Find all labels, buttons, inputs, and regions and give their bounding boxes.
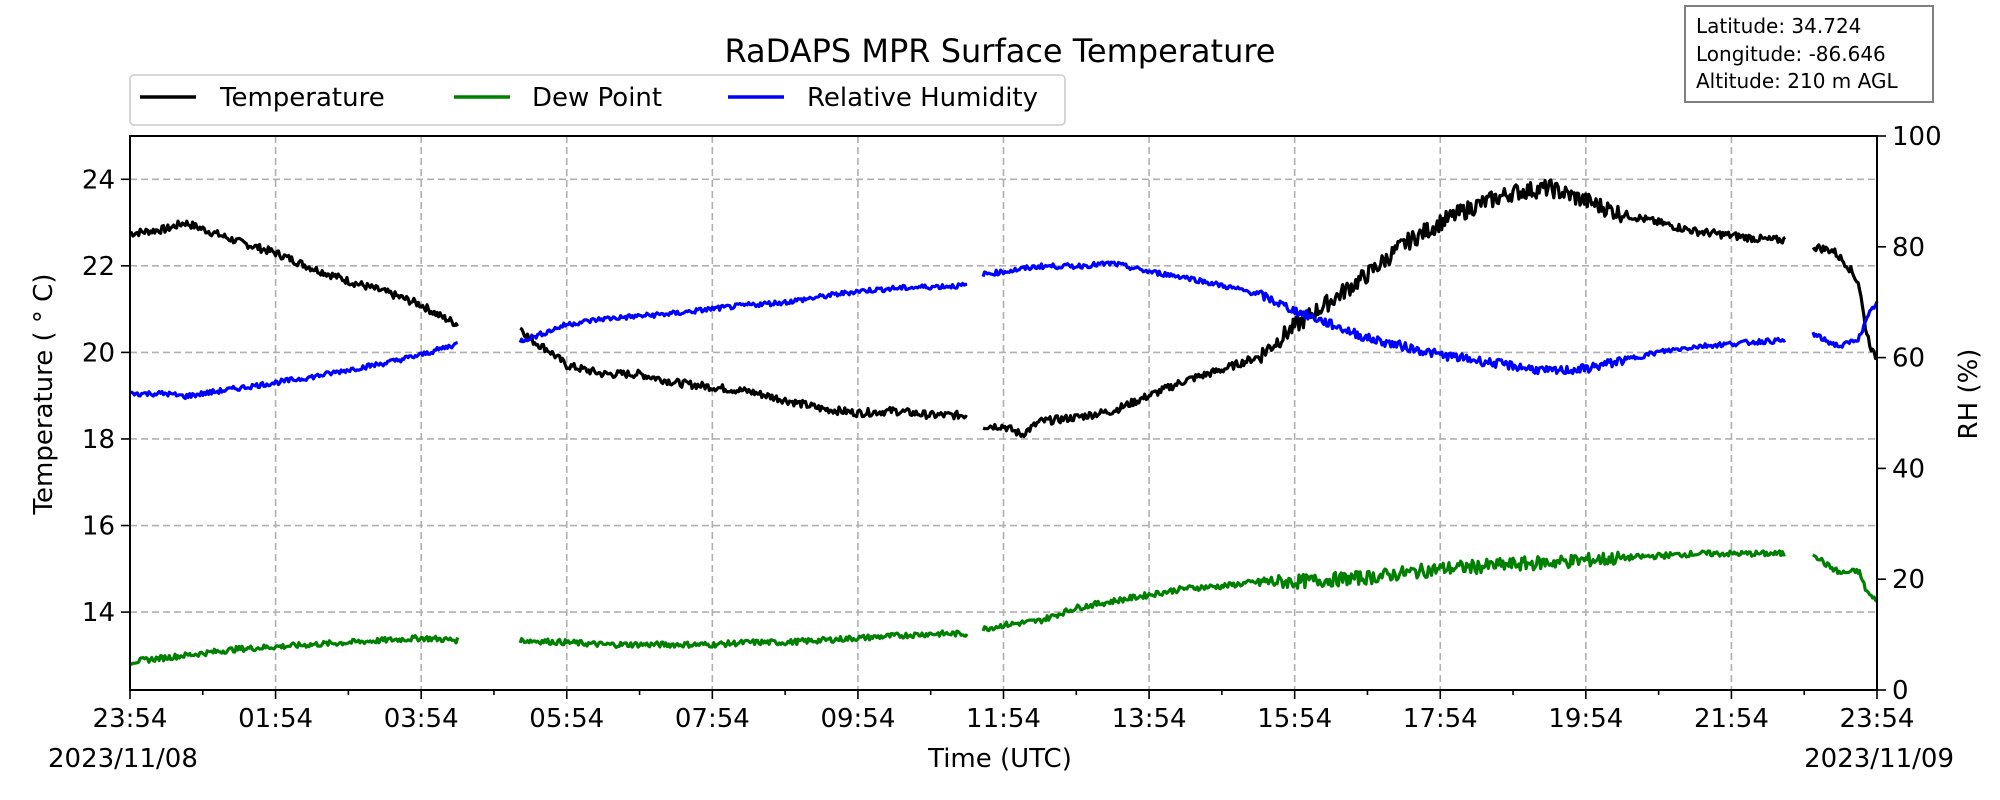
x-tick-label: 13:54 [1112,704,1187,734]
legend: Temperature Dew Point Relative Humidity [129,74,1066,126]
legend-box [129,74,1066,126]
x-tick-label: 09:54 [820,704,895,734]
x-date-end: 2023/11/09 [1804,744,1954,774]
x-tick-label: 19:54 [1548,704,1623,734]
y-left-tick-label: 20 [82,338,115,368]
y-axis-left-label: Temperature ( ° C) [29,274,59,516]
x-tick-label: 07:54 [675,704,750,734]
x-tick-label: 23:54 [93,704,168,734]
x-axis-label: Time (UTC) [927,744,1072,774]
x-date-start: 2023/11/08 [48,744,198,774]
y-right-tick-label: 100 [1892,122,1942,152]
y-left-tick-label: 14 [82,598,115,628]
location-info-box: Latitude: 34.724 Longitude: -86.646 Alti… [1684,5,1934,103]
series-layer [129,178,1879,666]
y-left-tick-label: 22 [82,252,115,282]
x-tick-label: 03:54 [384,704,459,734]
x-tick-label: 01:54 [238,704,313,734]
y-right-tick-label: 80 [1892,233,1925,263]
x-tick-label: 05:54 [529,704,604,734]
y-left-tick-label: 24 [82,165,115,195]
series-line-temperature [129,178,1879,439]
legend-label-dew-point: Dew Point [532,83,662,113]
x-tick-label: 15:54 [1257,704,1332,734]
y-right-tick-label: 20 [1892,565,1925,595]
legend-label-temperature: Temperature [219,83,385,113]
series-line-relative-humidity [129,260,1879,400]
info-box-frame [1684,5,1934,103]
y-axis-right-label: RH (%) [1954,349,1984,440]
chart-title: RaDAPS MPR Surface Temperature [725,32,1276,70]
y-right-tick-label: 40 [1892,454,1925,484]
grid-layer [130,136,1877,690]
x-tick-label: 11:54 [966,704,1041,734]
y-right-tick-label: 0 [1892,676,1909,706]
info-altitude: Altitude: 210 m AGL [1696,69,1898,93]
legend-label-relative-humidity: Relative Humidity [807,83,1038,113]
x-tick-label: 17:54 [1403,704,1478,734]
info-latitude: Latitude: 34.724 [1696,14,1861,38]
y-right-tick-label: 60 [1892,344,1925,374]
axis-layer: 23:54 01:54 03:54 05:54 07:54 09:54 11:54 13:54… [82,122,1942,734]
y-left-tick-label: 16 [82,512,115,542]
y-left-tick-label: 18 [82,425,115,455]
x-tick-label: 23:54 [1840,704,1915,734]
series-line-dew-point [129,549,1879,666]
info-longitude: Longitude: -86.646 [1696,42,1886,66]
x-tick-label: 21:54 [1694,704,1769,734]
